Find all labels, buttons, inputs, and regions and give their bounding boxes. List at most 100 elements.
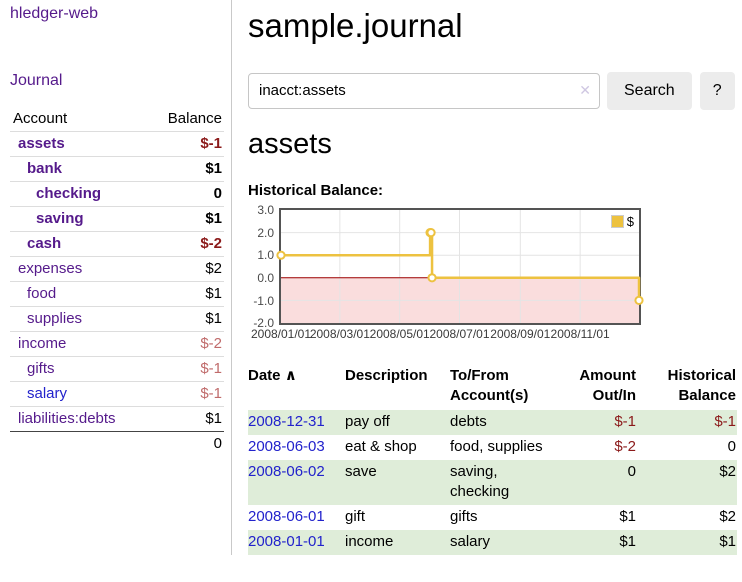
- transaction-balance: $2: [719, 508, 736, 526]
- app: hledger-web Journal Account Balance asse…: [0, 0, 742, 556]
- account-balance: $1: [147, 156, 224, 182]
- account-link[interactable]: bank: [27, 160, 63, 177]
- register-table: Date ∧ Description To/From Account(s) Am…: [248, 364, 737, 556]
- x-tick-label: 2008/05/01: [369, 327, 430, 342]
- account-row: supplies $1: [10, 306, 224, 332]
- transaction-balance: 0: [727, 438, 736, 456]
- legend-label: $: [626, 214, 634, 230]
- transaction-accounts: salary: [450, 533, 491, 551]
- account-balance: $-1: [147, 131, 224, 157]
- account-link[interactable]: salary: [27, 385, 68, 402]
- historical-balance-chart: 3.0 2.0 1.0 0.0 -1.0 -2.0 $: [248, 204, 742, 329]
- account-heading: assets: [248, 127, 332, 160]
- account-link[interactable]: income: [18, 335, 67, 352]
- search-button[interactable]: Search: [607, 71, 692, 110]
- x-tick-label: 2008/07/01: [429, 327, 490, 342]
- transaction-balance: $2: [719, 463, 736, 481]
- clear-search-icon[interactable]: ✕: [579, 81, 591, 98]
- account-balance: 0: [147, 181, 224, 207]
- account-link[interactable]: expenses: [18, 260, 83, 277]
- y-tick-label: 1.0: [257, 248, 274, 263]
- legend-swatch: [610, 215, 624, 229]
- transaction-accounts: debts: [450, 413, 487, 431]
- account-balance: $-2: [147, 231, 224, 257]
- transaction-amount: $-2: [614, 438, 636, 456]
- account-row: expenses $2: [10, 256, 224, 282]
- transaction-description: pay off: [345, 413, 390, 431]
- transaction-balance: $1: [719, 533, 736, 551]
- register-date-header[interactable]: Date ∧: [248, 364, 345, 410]
- account-row: assets $-1: [10, 131, 224, 157]
- account-link[interactable]: saving: [36, 210, 84, 227]
- account-row: gifts $-1: [10, 356, 224, 382]
- account-row: cash $-2: [10, 231, 224, 257]
- account-link[interactable]: assets: [18, 135, 65, 152]
- account-link[interactable]: cash: [27, 235, 62, 252]
- y-tick-label: -2.0: [253, 316, 274, 331]
- y-tick-label: -1.0: [253, 293, 274, 308]
- account-link[interactable]: checking: [36, 185, 102, 202]
- sidebar: hledger-web Journal Account Balance asse…: [0, 0, 232, 556]
- register-account-header: To/From Account(s): [450, 367, 529, 405]
- account-row: salary $-1: [10, 381, 224, 407]
- x-tick-label: 2008/09/01: [490, 327, 551, 342]
- register-header-row: Date ∧ Description To/From Account(s) Am…: [248, 364, 737, 410]
- page-title: sample.journal: [248, 7, 463, 44]
- transaction-date-link[interactable]: 2008-06-03: [248, 438, 325, 456]
- search-box: ✕: [248, 72, 600, 109]
- register-row: 2008-06-02 save saving, checking 0 $2: [248, 460, 737, 506]
- account-row: liabilities:debts $1: [10, 407, 224, 432]
- account-balance: $2: [147, 256, 224, 282]
- transaction-balance: $-1: [714, 413, 736, 431]
- chart-legend: $: [608, 213, 636, 231]
- transaction-amount: $1: [619, 508, 636, 526]
- account-row: bank $1: [10, 156, 224, 182]
- register-date-header-label: Date: [248, 367, 281, 385]
- total-row: 0: [10, 431, 224, 456]
- y-tick-label: 3.0: [257, 203, 274, 218]
- account-row: checking 0: [10, 181, 224, 207]
- y-tick-label: 2.0: [257, 225, 274, 240]
- account-balance: $-1: [147, 381, 224, 407]
- transaction-accounts: gifts: [450, 508, 478, 526]
- y-tick-label: 0.0: [257, 271, 274, 286]
- register-row: 2008-01-01 income salary $1 $1: [248, 530, 737, 556]
- account-table-body: assets $-1 bank $1 checking 0 saving $1 cash $-2 e…: [10, 131, 224, 432]
- account-link[interactable]: food: [27, 285, 57, 302]
- account-row: income $-2: [10, 331, 224, 357]
- help-button[interactable]: ?: [699, 71, 735, 110]
- transaction-description: income: [345, 533, 394, 551]
- account-balance: $-2: [147, 331, 224, 357]
- transaction-accounts: saving, checking: [450, 463, 510, 501]
- chart-x-axis-labels: 2008/01/01 2008/03/01 2008/05/01 2008/07/01…: [251, 327, 639, 343]
- total-balance: 0: [147, 431, 224, 456]
- account-row: food $1: [10, 281, 224, 307]
- account-balance: $1: [147, 206, 224, 232]
- app-brand-link[interactable]: hledger-web: [10, 5, 99, 22]
- account-balance: $1: [147, 306, 224, 332]
- sidebar-item-journal[interactable]: Journal: [10, 72, 63, 89]
- register-amount-header: Amount Out/In: [579, 367, 636, 405]
- transaction-accounts: food, supplies: [450, 438, 543, 456]
- account-link[interactable]: supplies: [27, 310, 83, 327]
- account-column-header: Account: [10, 107, 148, 132]
- account-link[interactable]: gifts: [27, 360, 55, 377]
- account-balance: $1: [147, 281, 224, 307]
- main-content: sample.journal ✕ Search ? assets Histori…: [232, 0, 742, 556]
- transaction-description: save: [345, 463, 377, 481]
- transaction-date-link[interactable]: 2008-12-31: [248, 413, 325, 431]
- register-row: 2008-06-03 eat & shop food, supplies $-2 0: [248, 435, 737, 460]
- transaction-amount: 0: [627, 463, 636, 481]
- register-row: 2008-12-31 pay off debts $-1 $-1: [248, 410, 737, 436]
- x-tick-label: 2008/01/01: [250, 327, 312, 342]
- transaction-date-link[interactable]: 2008-01-01: [248, 533, 325, 551]
- register-table-body: 2008-12-31 pay off debts $-1 $-1 2008-06-03 ea…: [248, 410, 737, 556]
- chart-y-axis-labels: 3.0 2.0 1.0 0.0 -1.0 -2.0: [248, 204, 276, 329]
- sort-ascending-icon: ∧: [284, 367, 297, 385]
- x-tick-label: 2008/03/01: [309, 327, 370, 342]
- account-link[interactable]: liabilities:debts: [18, 410, 116, 427]
- transaction-amount: $1: [619, 533, 636, 551]
- transaction-date-link[interactable]: 2008-06-01: [248, 508, 325, 526]
- search-input[interactable]: [248, 72, 600, 109]
- transaction-date-link[interactable]: 2008-06-02: [248, 463, 325, 481]
